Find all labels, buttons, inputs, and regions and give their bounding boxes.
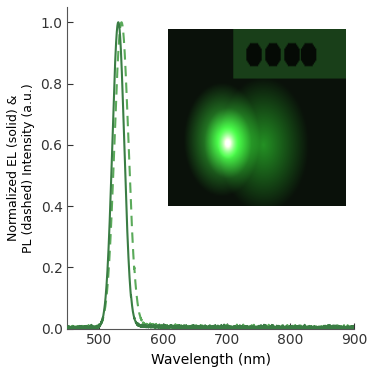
X-axis label: Wavelength (nm): Wavelength (nm) xyxy=(151,353,271,367)
Y-axis label: Normalized EL (solid) &
PL (dashed) Intensity (a.u.): Normalized EL (solid) & PL (dashed) Inte… xyxy=(7,83,35,253)
